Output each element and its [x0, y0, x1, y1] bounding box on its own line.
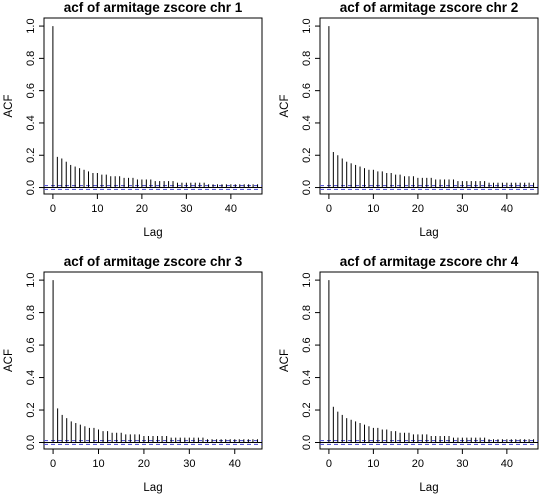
x-tick-label: 10: [91, 203, 103, 215]
y-tick-label: 0.2: [25, 148, 37, 163]
chart-title: acf of armitage zscore chr 1: [64, 0, 243, 15]
plot-frame: [319, 271, 539, 450]
y-tick-label: 0.2: [301, 148, 313, 163]
plot-frame: [319, 17, 539, 195]
acf-panel-2: acf of armitage zscore chr 2 0 10 20 30 40 0.0…: [279, 0, 539, 239]
y-tick-label: 0.6: [25, 337, 37, 352]
x-tick-label: 10: [367, 458, 379, 470]
y-axis-label: ACF: [279, 349, 291, 372]
x-axis-label: Lag: [143, 227, 162, 239]
chart-title: acf of armitage zscore chr 4: [340, 254, 519, 269]
acf-panel-4: acf of armitage zscore chr 4 0 10 20 30 40 0.0…: [279, 254, 539, 494]
y-tick-label: 1.0: [301, 18, 313, 33]
y-tick-label: 0.0: [301, 435, 313, 450]
y-tick-label: 0.0: [25, 435, 37, 450]
x-axis-label: Lag: [419, 482, 438, 494]
x-tick-label: 0: [326, 203, 332, 215]
y-tick-label: 0.8: [301, 51, 313, 66]
y-tick-label: 0.0: [301, 180, 313, 195]
x-axis-label: Lag: [419, 227, 438, 239]
y-axis-label: ACF: [279, 95, 291, 118]
x-tick-label: 30: [180, 203, 192, 215]
x-axis-label: Lag: [143, 482, 162, 494]
x-tick-label: 20: [412, 458, 424, 470]
x-tick-label: 40: [501, 203, 513, 215]
y-tick-label: 0.4: [25, 370, 37, 385]
plot-frame: [43, 17, 263, 195]
x-tick-label: 20: [138, 458, 150, 470]
y-tick-label: 0.4: [301, 115, 313, 130]
x-tick-label: 30: [456, 458, 468, 470]
x-tick-label: 40: [229, 458, 241, 470]
y-tick-label: 0.8: [25, 305, 37, 320]
x-tick-label: 20: [412, 203, 424, 215]
chart-title: acf of armitage zscore chr 2: [340, 0, 519, 15]
x-tick-label: 10: [367, 203, 379, 215]
x-tick-label: 20: [136, 203, 148, 215]
y-tick-label: 1.0: [25, 272, 37, 287]
x-tick-label: 0: [326, 458, 332, 470]
chart-title: acf of armitage zscore chr 3: [64, 254, 243, 269]
y-tick-label: 0.6: [25, 83, 37, 98]
acf-panel-3: acf of armitage zscore chr 3 0 10 20 30 40 0.0…: [3, 254, 263, 494]
y-tick-label: 0.8: [301, 305, 313, 320]
y-tick-label: 1.0: [25, 18, 37, 33]
y-axis-label: ACF: [3, 349, 15, 372]
x-tick-label: 0: [50, 458, 56, 470]
x-tick-label: 30: [183, 458, 195, 470]
x-tick-label: 40: [501, 458, 513, 470]
y-tick-label: 0.4: [25, 115, 37, 130]
y-tick-label: 0.6: [301, 83, 313, 98]
acf-panel-1: acf of armitage zscore chr 1 0 10 20 30 40 0.0…: [3, 0, 263, 239]
y-tick-label: 0.8: [25, 51, 37, 66]
x-tick-label: 40: [225, 203, 237, 215]
y-axis-label: ACF: [3, 95, 15, 118]
plot-frame: [43, 271, 263, 450]
x-tick-label: 30: [456, 203, 468, 215]
y-tick-label: 0.6: [301, 337, 313, 352]
x-tick-label: 0: [50, 203, 56, 215]
y-tick-label: 0.4: [301, 370, 313, 385]
y-tick-label: 0.2: [25, 402, 37, 417]
x-tick-label: 10: [92, 458, 104, 470]
y-tick-label: 1.0: [301, 272, 313, 287]
y-tick-label: 0.0: [25, 180, 37, 195]
y-tick-label: 0.2: [301, 402, 313, 417]
